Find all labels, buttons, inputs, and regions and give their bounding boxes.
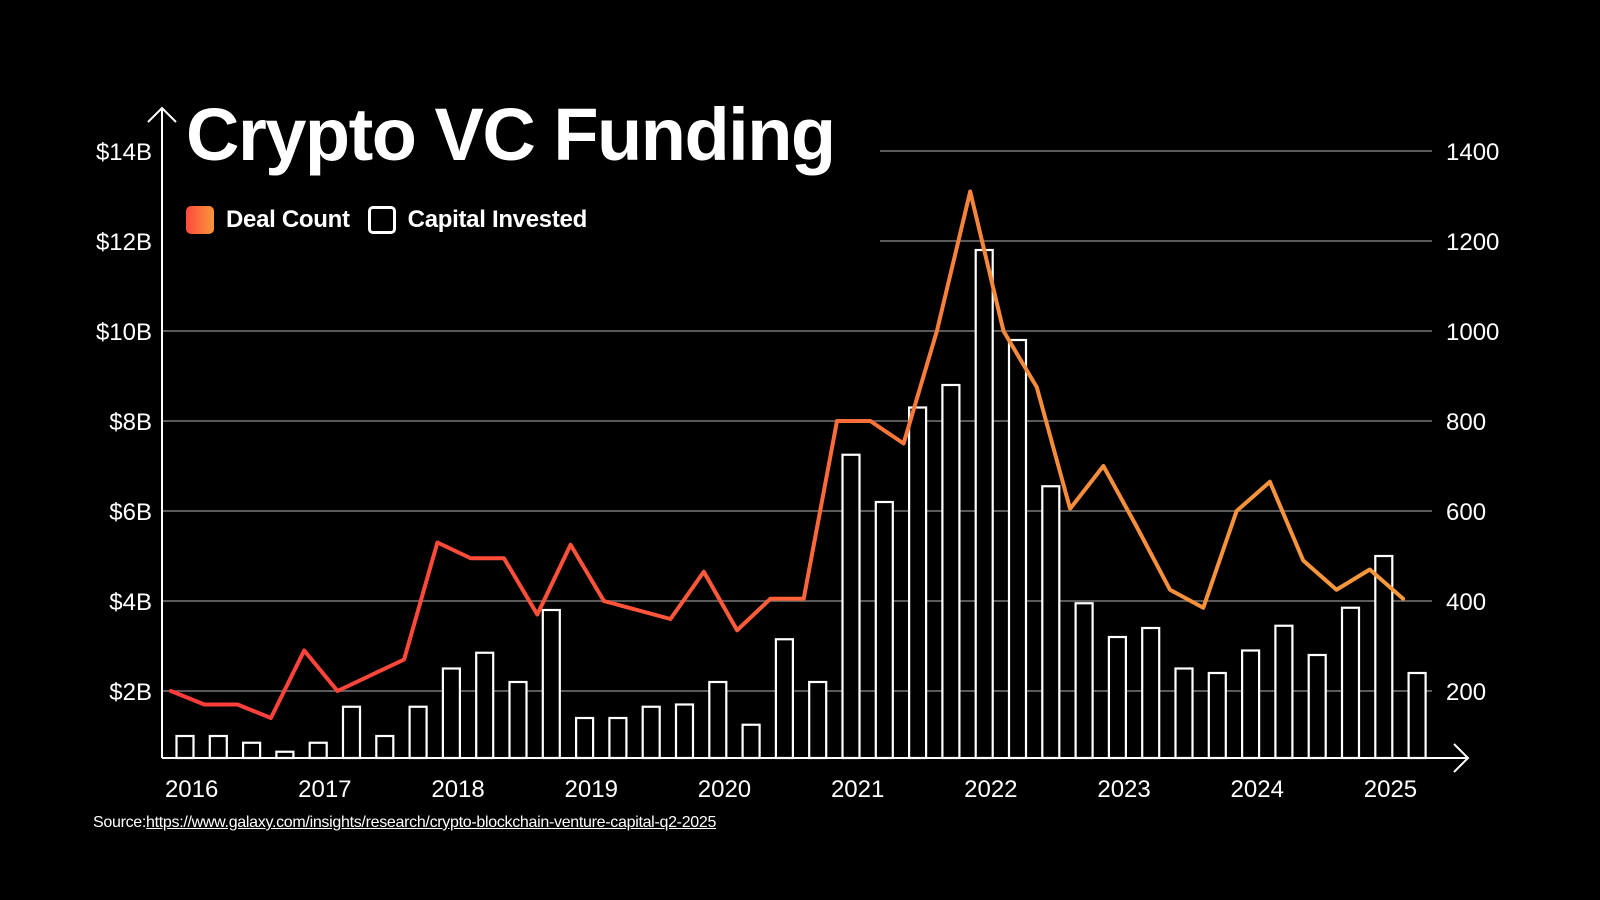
capital-bar [541, 608, 561, 760]
deal-count-line-group [169, 189, 1406, 720]
right-tick-label: 400 [1446, 589, 1486, 616]
capital-bar [242, 741, 262, 760]
capital-bar [1074, 602, 1094, 760]
right-tick-label: 1200 [1446, 229, 1499, 256]
y-axis-arrow [147, 106, 177, 123]
right-tick-label: 600 [1446, 499, 1486, 526]
capital-bar [1007, 338, 1028, 760]
legend-label-deal-count: Deal Count [226, 206, 350, 233]
right-tick-label: 1000 [1446, 319, 1499, 346]
capital-bar [708, 680, 728, 760]
capital-bar [341, 705, 362, 760]
year-tick-label: 2016 [165, 776, 218, 803]
capital-bar [308, 741, 328, 760]
year-tick-label: 2018 [431, 776, 484, 803]
left-tick-label: $2B [109, 679, 152, 706]
left-tick-label: $4B [109, 589, 152, 616]
source-link[interactable]: https://www.galaxy.com/insights/research… [146, 814, 717, 831]
capital-invested-swatch [367, 206, 396, 234]
right-tick-label: 800 [1446, 409, 1486, 436]
capital-bar [175, 734, 195, 760]
year-tick-label: 2024 [1231, 776, 1284, 803]
capital-bar [508, 680, 528, 760]
source-prefix: Source: [93, 814, 147, 831]
left-tick-label: $6B [109, 499, 152, 526]
year-tick-label: 2020 [698, 776, 751, 803]
capital-bar [1407, 671, 1427, 760]
capital-bar [1107, 635, 1128, 760]
legend-item-capital-invested: Capital Invested [367, 206, 588, 234]
deal-count-swatch [186, 206, 214, 234]
year-tick-label: 2021 [831, 776, 884, 803]
chart-title: Crypto VC Funding [186, 93, 836, 176]
year-tick-label: 2017 [298, 776, 351, 803]
legend: Deal Count Capital Invested [186, 206, 605, 234]
deal-count-line [169, 189, 1406, 720]
axes [147, 106, 1470, 773]
capital-bar [1141, 626, 1161, 760]
tick-labels: $2B $4B $6B $8B $10B $12B $14B 200 400 600 800 1000… [96, 139, 1499, 803]
right-tick-label: 200 [1446, 679, 1486, 706]
source-note: Source:https://www.galaxy.com/insights/r… [93, 814, 716, 832]
capital-bar [1307, 653, 1327, 760]
capital-bar [1240, 649, 1261, 760]
legend-label-capital-invested: Capital Invested [407, 206, 588, 233]
left-tick-label: $10B [96, 319, 152, 346]
right-tick-label: 1400 [1446, 139, 1499, 166]
capital-bar [974, 248, 994, 760]
capital-bar [408, 705, 428, 760]
capital-bar [441, 667, 461, 760]
legend-item-deal-count: Deal Count [186, 206, 350, 234]
capital-bar [808, 680, 828, 760]
year-tick-label: 2023 [1097, 776, 1150, 803]
capital-bar [874, 500, 894, 760]
capital-bar [1041, 485, 1061, 760]
capital-bar [741, 723, 761, 760]
capital-bar [641, 705, 661, 760]
year-tick-label: 2019 [565, 776, 618, 803]
year-tick-label: 2022 [964, 776, 1017, 803]
capital-bar [375, 734, 395, 760]
capital-bar [907, 406, 928, 760]
capital-bar [574, 716, 595, 760]
left-tick-label: $14B [96, 139, 152, 166]
capital-bars [175, 248, 1427, 760]
capital-bar [1174, 667, 1194, 760]
year-tick-label: 2025 [1364, 776, 1417, 803]
capital-bar [774, 638, 795, 760]
capital-bar [1207, 671, 1227, 760]
capital-bar [1274, 624, 1294, 760]
capital-bar [841, 453, 861, 760]
left-tick-label: $8B [109, 409, 152, 436]
capital-bar [475, 651, 495, 760]
capital-bar [674, 703, 695, 760]
left-tick-label: $12B [96, 229, 152, 256]
capital-bar [608, 716, 628, 760]
capital-bar [941, 383, 961, 760]
capital-bar [1340, 606, 1361, 760]
capital-bar [208, 734, 228, 760]
x-axis-arrow [1453, 743, 1470, 773]
